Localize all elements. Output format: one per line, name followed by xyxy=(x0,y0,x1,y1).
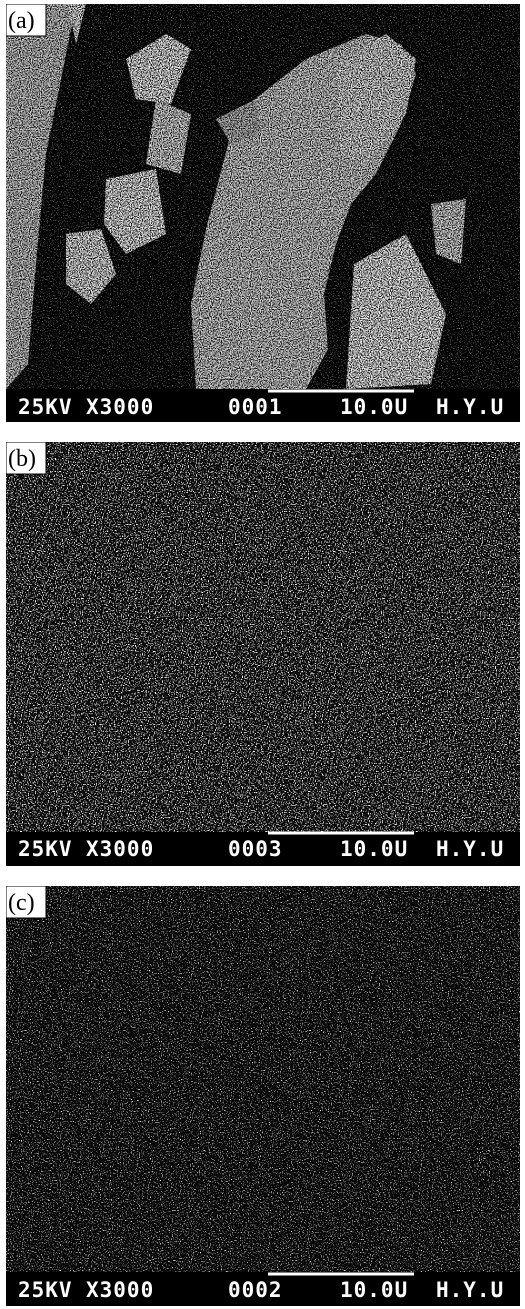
image-number: 0002 xyxy=(228,1278,283,1302)
micrograph: 25KV X3000 0001 10.0U H.Y.U (a) xyxy=(6,4,520,422)
speckle xyxy=(6,442,520,832)
lab: H.Y.U xyxy=(436,395,504,419)
scale-label: 10.0U xyxy=(340,837,408,861)
panel-label: (b) xyxy=(8,446,36,472)
panel-label: (a) xyxy=(8,8,35,34)
micrograph-a: 25KV X3000 0001 10.0U H.Y.U (a) xyxy=(6,4,520,422)
panel-label: (c) xyxy=(8,890,35,916)
voltage: 25KV xyxy=(18,837,73,861)
page: 25KV X3000 0001 10.0U H.Y.U (a) 25KV X30… xyxy=(0,0,525,1309)
voltage: 25KV xyxy=(18,395,73,419)
lab: H.Y.U xyxy=(436,1278,504,1302)
speckle xyxy=(6,4,520,389)
speckle xyxy=(6,886,520,1272)
lab: H.Y.U xyxy=(436,837,504,861)
scale-label: 10.0U xyxy=(340,1278,408,1302)
image-number: 0001 xyxy=(228,395,283,419)
scale-label: 10.0U xyxy=(340,395,408,419)
micrograph-b: 25KV X3000 0003 10.0U H.Y.U (b) xyxy=(6,442,520,866)
micrograph: 25KV X3000 0003 10.0U H.Y.U (b) xyxy=(6,442,520,866)
magnification: X3000 xyxy=(86,395,154,419)
magnification: X3000 xyxy=(86,1278,154,1302)
voltage: 25KV xyxy=(18,1278,73,1302)
micrograph-c: 25KV X3000 0002 10.0U H.Y.U (c) xyxy=(6,886,520,1306)
magnification: X3000 xyxy=(86,837,154,861)
image-number: 0003 xyxy=(228,837,283,861)
micrograph: 25KV X3000 0002 10.0U H.Y.U (c) xyxy=(6,886,520,1306)
